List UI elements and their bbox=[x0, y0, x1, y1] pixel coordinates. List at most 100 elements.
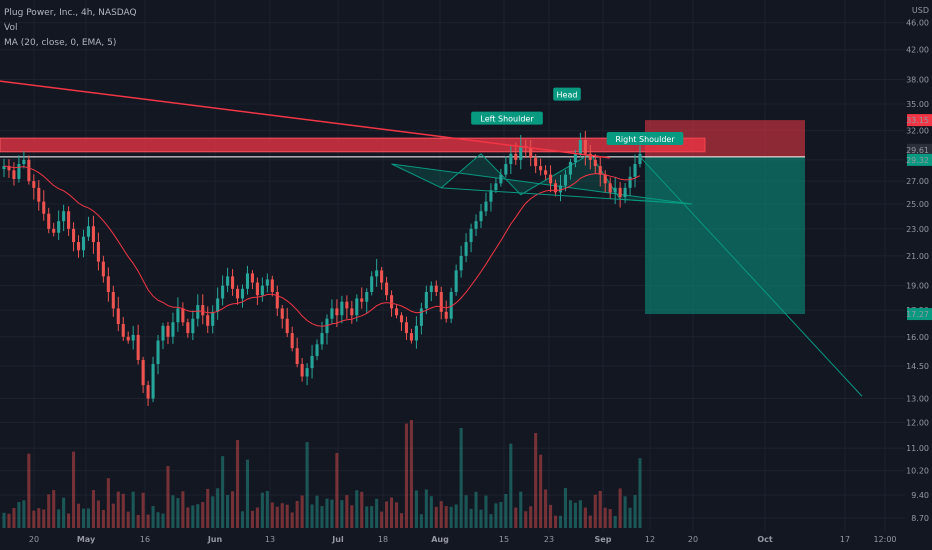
candlesticks bbox=[2, 131, 642, 407]
volume-bar bbox=[404, 423, 409, 528]
volume-bar bbox=[320, 506, 324, 528]
volume-bar bbox=[156, 512, 160, 528]
ma-legend[interactable]: MA (20, close, 0, EMA, 5) bbox=[4, 38, 117, 48]
descending-trendline[interactable] bbox=[0, 80, 611, 159]
y-tick-label: 9.40 bbox=[911, 491, 929, 500]
candle-body bbox=[469, 228, 473, 243]
volume-bar bbox=[260, 492, 264, 528]
volume-bar bbox=[96, 500, 100, 528]
volume-bar bbox=[285, 504, 289, 528]
y-tick-label: 19.00 bbox=[906, 282, 929, 291]
x-tick-label: 13 bbox=[265, 535, 275, 544]
volume-bar bbox=[275, 506, 279, 528]
candle-body bbox=[300, 364, 304, 377]
volume-bar bbox=[424, 489, 428, 528]
volume-bar bbox=[544, 489, 548, 528]
volume-bar bbox=[216, 488, 220, 528]
candle-body bbox=[146, 385, 150, 399]
candle-body bbox=[76, 242, 81, 251]
candle-body bbox=[553, 183, 558, 193]
volume-bar bbox=[419, 514, 423, 528]
candle-body bbox=[494, 183, 498, 191]
volume-bar bbox=[2, 512, 6, 528]
drawing-annotations-front[interactable]: Left Shoulder Head Right Shoulder bbox=[0, 80, 863, 397]
volume-bar bbox=[231, 491, 235, 528]
y-tick-label: 13.00 bbox=[906, 395, 929, 404]
candle-body bbox=[231, 276, 235, 289]
volume-bar bbox=[524, 511, 528, 528]
neckline[interactable] bbox=[441, 187, 693, 205]
candle-body bbox=[310, 355, 314, 369]
volume-bar bbox=[459, 428, 463, 528]
candle-body bbox=[603, 174, 607, 184]
volume-bar bbox=[633, 495, 637, 528]
candle-body bbox=[593, 159, 597, 167]
volume-bar bbox=[126, 511, 130, 528]
candle-body bbox=[156, 340, 160, 365]
x-tick-label: Oct bbox=[757, 535, 773, 544]
pattern-label-box[interactable] bbox=[471, 111, 543, 125]
candle-body bbox=[211, 311, 215, 326]
candle-body bbox=[544, 170, 548, 175]
volume-bar bbox=[22, 500, 26, 528]
volume-bar bbox=[583, 507, 587, 528]
take-profit-zone[interactable] bbox=[645, 156, 805, 315]
candle-body bbox=[81, 236, 86, 251]
volume-bar bbox=[593, 494, 597, 528]
volume-bar bbox=[509, 443, 513, 528]
volume-bar bbox=[549, 504, 553, 528]
time-axis[interactable]: 20 May 16 Jun 13 Jul 18 Aug 15 23 Sep 12 20 Oct 17 12:0… bbox=[29, 535, 897, 544]
volume-bar bbox=[618, 488, 622, 528]
volume-bar bbox=[429, 496, 433, 528]
candle-body bbox=[196, 305, 200, 319]
price-axis[interactable]: 8.70 9.40 10.20 11.00 12.00 13.00 14.50 16.00 17… bbox=[906, 6, 932, 523]
y-tick-label: 8.70 bbox=[911, 514, 929, 523]
drawing-annotations[interactable] bbox=[0, 120, 805, 315]
candle-body bbox=[529, 147, 533, 158]
volume-bar bbox=[588, 515, 592, 528]
x-tick-label: 23 bbox=[544, 535, 554, 544]
candle-body bbox=[360, 298, 364, 302]
volume-bar bbox=[464, 495, 468, 528]
volume-bar bbox=[325, 498, 329, 528]
volume-bar bbox=[444, 506, 448, 528]
candle-body bbox=[2, 166, 6, 170]
x-tick-label: 18 bbox=[378, 535, 388, 544]
candle-body bbox=[519, 145, 523, 160]
volume-bar bbox=[315, 495, 319, 528]
volume-bar bbox=[519, 491, 523, 528]
candle-body bbox=[275, 291, 279, 309]
x-tick-label: May bbox=[77, 535, 96, 544]
volume-legend[interactable]: Vol bbox=[4, 23, 18, 33]
candle-body bbox=[101, 261, 105, 277]
candle-body bbox=[42, 201, 46, 214]
candle-body bbox=[449, 291, 453, 319]
currency-label: USD bbox=[912, 6, 929, 15]
resistance-zone[interactable] bbox=[0, 137, 706, 153]
symbol-title[interactable]: Plug Power, Inc., 4h, NASDAQ bbox=[4, 8, 137, 18]
pattern-label: Right Shoulder bbox=[615, 135, 675, 144]
volume-bar bbox=[226, 494, 230, 528]
volume-bar bbox=[439, 501, 443, 528]
price-tag bbox=[907, 153, 932, 166]
x-tick-label: 16 bbox=[140, 535, 150, 544]
y-tick-label: 46.00 bbox=[906, 19, 929, 28]
volume-bar bbox=[449, 506, 453, 528]
pattern-label-box[interactable] bbox=[606, 132, 684, 146]
candle-body bbox=[340, 301, 344, 316]
volume-bar bbox=[290, 512, 294, 528]
pattern-label-box[interactable] bbox=[553, 87, 581, 101]
volume-bar bbox=[196, 504, 200, 528]
y-tick-label: 42.00 bbox=[906, 46, 929, 55]
projection-line[interactable] bbox=[639, 156, 863, 397]
y-tick-label: 32.00 bbox=[906, 127, 929, 136]
candle-body bbox=[419, 308, 423, 326]
candle-body bbox=[350, 308, 354, 316]
volume-bar bbox=[573, 502, 577, 528]
candle-body bbox=[91, 226, 95, 243]
volume-bar bbox=[568, 500, 572, 528]
candle-body bbox=[459, 255, 463, 271]
volume-bar bbox=[91, 490, 95, 528]
y-tick-label: 11.00 bbox=[906, 444, 929, 453]
